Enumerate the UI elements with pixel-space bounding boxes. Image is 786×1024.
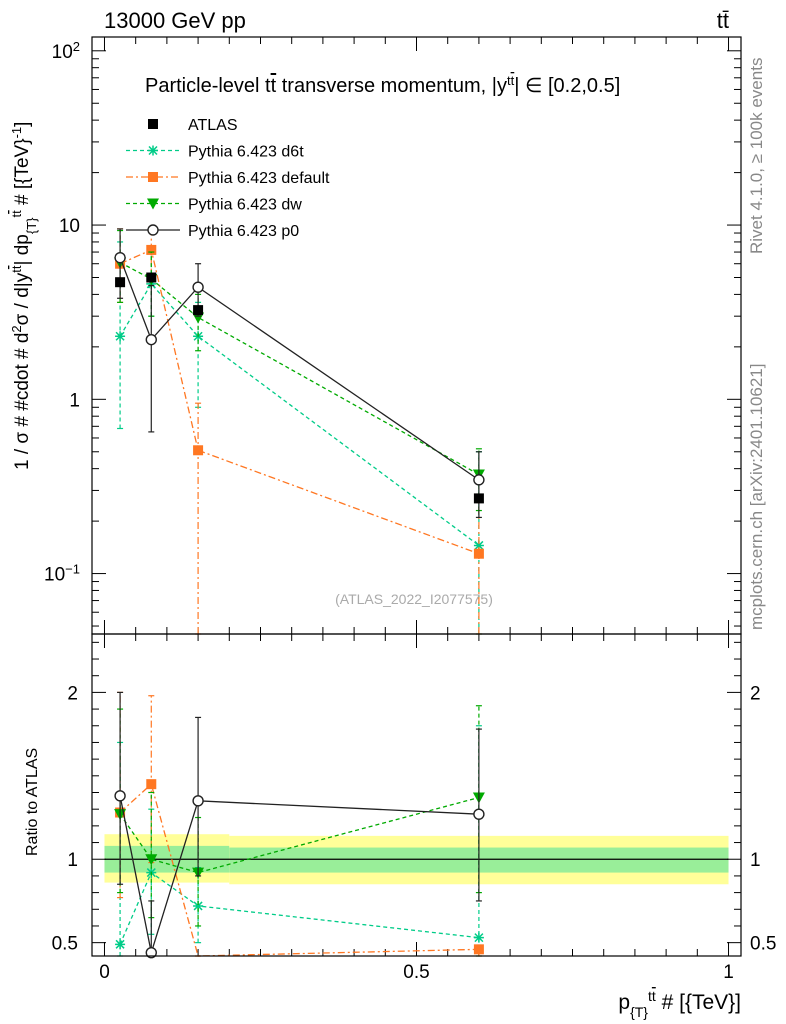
- ratio-plot-frame: [91, 633, 742, 957]
- legend-marker: [147, 224, 159, 236]
- data-point: [146, 272, 157, 283]
- chart-title: Particle-level tt transverse momentum, |…: [145, 73, 620, 98]
- y-tick-label: 1: [69, 390, 80, 411]
- y-tick-label: 102: [52, 38, 80, 63]
- data-point: [193, 305, 204, 316]
- data-point: [192, 312, 205, 324]
- ratio-point: [193, 900, 204, 911]
- ratio-point: [473, 944, 484, 955]
- series-line: [119, 249, 480, 555]
- data-point: [146, 244, 157, 255]
- data-point: [114, 251, 126, 264]
- axis-ticks: 0 0.5 1 10−1 1 10 102 0.5 0.5 1 1 2 2: [44, 37, 776, 983]
- legend-item-pythia-6-423-default: Pythia 6.423 default: [126, 170, 330, 187]
- ratio-line: [119, 782, 479, 957]
- ratio-point: [473, 932, 484, 943]
- ratio-point: [115, 939, 126, 950]
- series-line: [119, 257, 480, 481]
- data-point: [192, 281, 204, 293]
- ratio-line: [119, 795, 479, 953]
- legend-label: Pythia 6.423 default: [188, 170, 330, 187]
- legend-item-pythia-6-423-dw: Pythia 6.423 dw: [126, 197, 302, 214]
- ratio-series-pythia-6-423-p0: [114, 691, 485, 959]
- ratio-point: [146, 779, 157, 790]
- data-series: [114, 226, 485, 635]
- data-point: [473, 548, 484, 559]
- data-point: [473, 474, 485, 486]
- series-pythia-6-423-p0: [114, 228, 485, 519]
- legend-item-pythia-6-423-d6t: Pythia 6.423 d6t: [126, 144, 304, 161]
- side-label-top: Rivet 4.1.0, ≥ 100k events: [747, 58, 766, 254]
- series-pythia-6-423-d6t: [115, 241, 484, 635]
- header-left: 13000 GeV pp: [104, 8, 246, 33]
- series-line: [119, 261, 480, 476]
- ratio-point: [192, 795, 204, 807]
- legend-marker: [148, 172, 158, 182]
- data-point: [115, 277, 126, 288]
- legend: ATLAS Pythia 6.423 d6t Pythia 6.423 defaul…: [126, 117, 330, 240]
- series-atlas: [115, 272, 484, 504]
- legend-label: Pythia 6.423 p0: [188, 223, 299, 240]
- ratio-y-tick-label-right: 0.5: [750, 934, 776, 955]
- ratio-y-tick-label: 2: [67, 683, 78, 704]
- series-pythia-6-423-default: [115, 226, 484, 635]
- x-tick-label: 1: [723, 962, 734, 983]
- y-tick-label: 10: [59, 216, 80, 237]
- ratio-y-tick-label: 1: [67, 850, 78, 871]
- y-tick-label: 10−1: [44, 561, 80, 586]
- data-point: [115, 331, 126, 342]
- legend-item-atlas: ATLAS: [148, 117, 238, 134]
- data-point: [145, 333, 157, 346]
- ratio-y-tick-label: 0.5: [52, 934, 78, 955]
- side-label-bottom: mcplots.cern.ch [arXiv:2401.10621]: [747, 364, 766, 630]
- ratio-point: [473, 808, 485, 820]
- legend-label: ATLAS: [188, 117, 238, 134]
- data-point: [473, 493, 484, 504]
- legend-item-pythia-6-423-p0: Pythia 6.423 p0: [126, 223, 299, 240]
- legend-label: Pythia 6.423 d6t: [188, 144, 304, 161]
- ratio-y-tick-label-right: 1: [750, 850, 761, 871]
- legend-marker: [148, 145, 158, 156]
- legend-label: Pythia 6.423 dw: [188, 197, 302, 214]
- ratio-series: [114, 691, 485, 959]
- x-tick-label: 0.5: [403, 962, 429, 983]
- y-axis-label: 1 / σ # #cdot # d2σ / d|ytt| dp{T}tt # […: [9, 122, 39, 470]
- x-tick-label: 0: [99, 962, 110, 983]
- ratio-series-pythia-6-423-default: [115, 691, 484, 957]
- watermark: (ATLAS_2022_I2077575): [335, 591, 493, 607]
- data-point: [193, 445, 204, 456]
- x-axis-label: p{T}tt # [{TeV}]: [618, 988, 741, 1020]
- legend-marker: [148, 119, 158, 129]
- header-right: tt̄: [717, 8, 729, 33]
- ratio-y-tick-label-right: 2: [750, 683, 761, 704]
- ratio-point: [145, 854, 158, 866]
- ratio-point: [145, 946, 157, 959]
- ratio-y-axis-label: Ratio to ATLAS: [24, 748, 41, 856]
- ratio-line: [119, 796, 480, 874]
- legend-marker: [147, 198, 159, 210]
- data-point: [473, 540, 484, 551]
- ratio-point: [114, 790, 126, 802]
- ratio-line: [119, 871, 479, 945]
- series-line: [119, 282, 480, 546]
- series-pythia-6-423-dw: [114, 229, 485, 512]
